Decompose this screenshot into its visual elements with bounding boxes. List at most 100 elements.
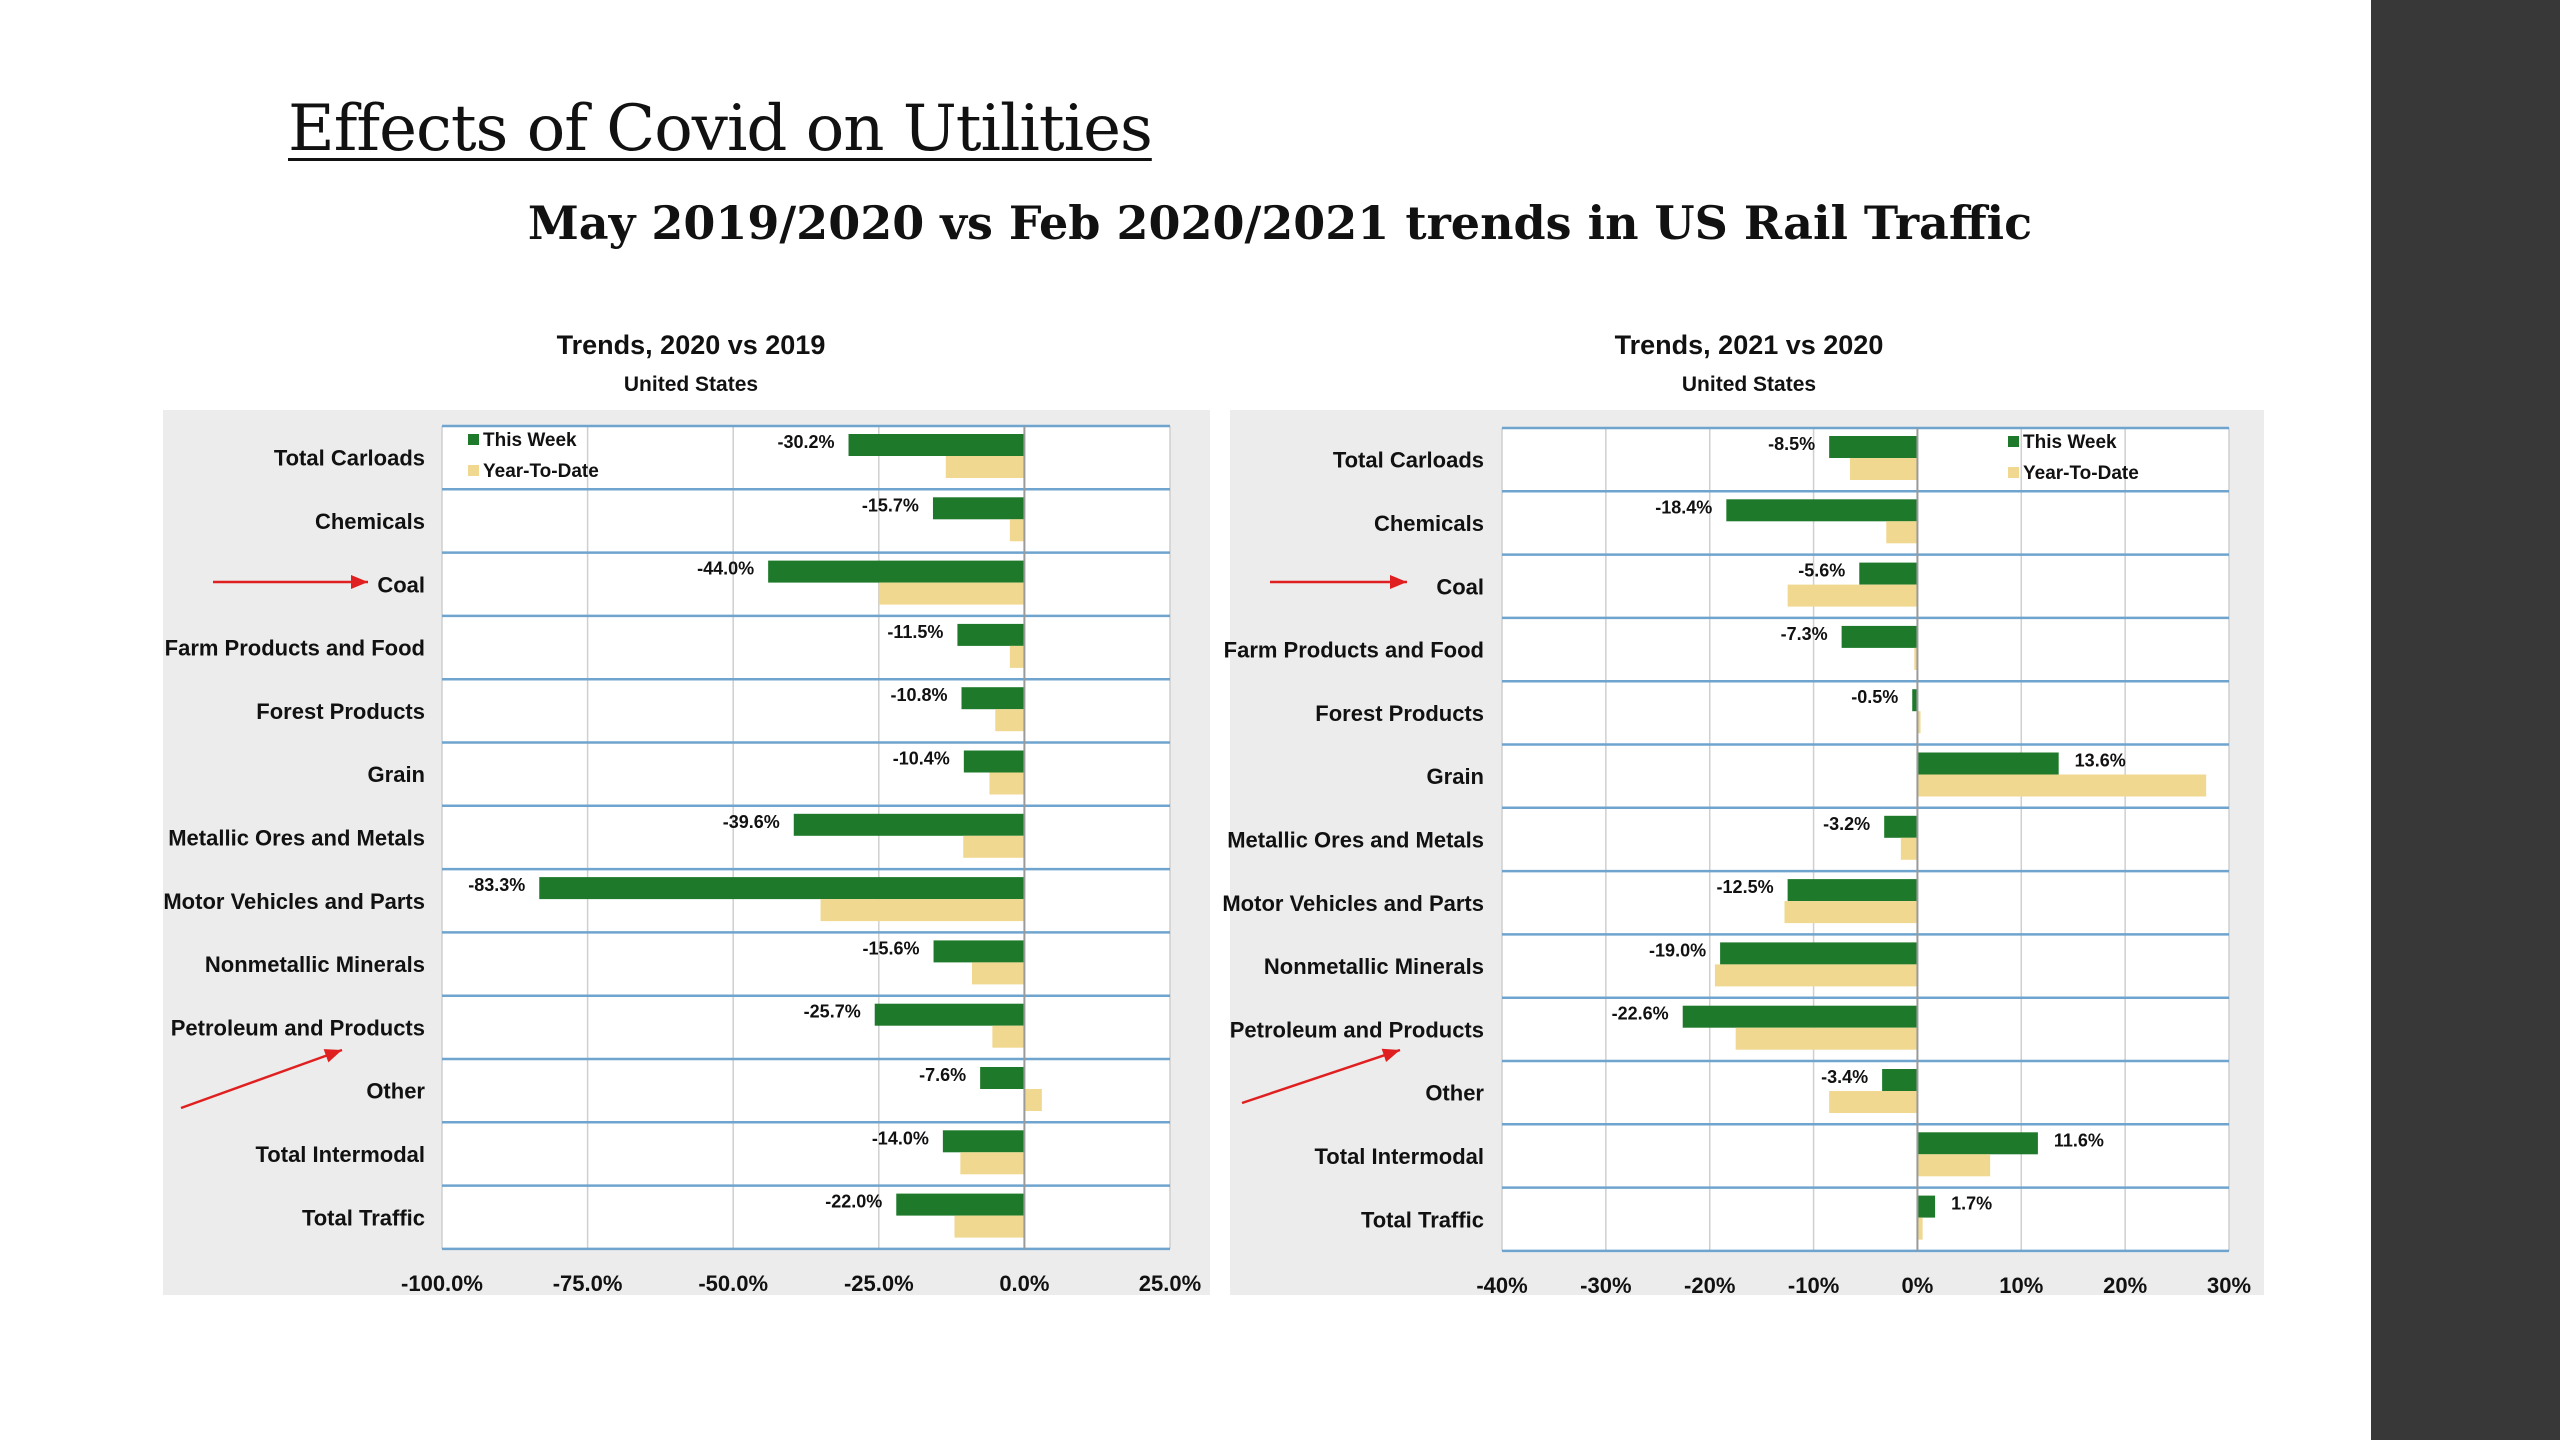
data-label: -18.4% — [1655, 497, 1712, 517]
tick-label: -50.0% — [698, 1271, 768, 1296]
bar-year-to-date — [1886, 521, 1918, 544]
bar-this-week — [963, 750, 1025, 773]
bar-this-week — [1859, 562, 1918, 585]
bar-year-to-date — [1787, 584, 1918, 607]
category-label: Other — [1425, 1081, 1484, 1106]
data-label: -7.3% — [1781, 624, 1828, 644]
bar-year-to-date — [1917, 1154, 1991, 1177]
chart-2020-vs-2019: Trends, 2020 vs 2019 United States Total C… — [163, 330, 1210, 1296]
tick-label: -40% — [1476, 1273, 1527, 1298]
category-label: Other — [366, 1079, 425, 1104]
data-label: -19.0% — [1649, 940, 1706, 960]
bar-year-to-date — [1917, 1217, 1923, 1240]
bar-year-to-date — [989, 772, 1025, 795]
data-label: -15.6% — [862, 938, 919, 958]
bar-this-week — [1882, 1069, 1918, 1091]
chart-title: Trends, 2020 vs 2019 — [557, 330, 826, 360]
category-label: Forest Products — [1315, 701, 1484, 726]
data-label: -83.3% — [468, 875, 525, 895]
legend-label-ytd: Year-To-Date — [2023, 463, 2139, 484]
category-label: Petroleum and Products — [171, 1015, 425, 1040]
slide-subtitle: May 2019/2020 vs Feb 2020/2021 trends in… — [527, 196, 2033, 250]
category-label: Motor Vehicles and Parts — [163, 889, 425, 914]
bar-this-week — [1720, 942, 1918, 965]
bar-this-week — [874, 1003, 1025, 1026]
tick-label: -25.0% — [844, 1271, 914, 1296]
category-label: Total Intermodal — [256, 1142, 426, 1167]
data-label: -30.2% — [777, 432, 834, 452]
bar-this-week — [793, 813, 1025, 836]
data-label: -5.6% — [1798, 561, 1845, 581]
bar-this-week — [1787, 879, 1918, 902]
data-label: -11.5% — [887, 622, 943, 642]
category-label: Coal — [377, 572, 425, 597]
bar-this-week — [957, 623, 1025, 646]
bar-this-week — [1917, 1195, 1936, 1218]
bar-this-week — [1841, 625, 1918, 648]
bar-this-week — [1829, 436, 1918, 458]
tick-label: -10% — [1788, 1273, 1839, 1298]
bar-year-to-date — [1024, 1089, 1042, 1111]
bar-this-week — [1912, 689, 1918, 712]
category-label: Farm Products and Food — [1224, 638, 1484, 663]
bar-year-to-date — [945, 456, 1025, 478]
tick-label: 10% — [1999, 1273, 2043, 1298]
bar-year-to-date — [992, 1025, 1025, 1048]
bar-year-to-date — [878, 582, 1025, 605]
category-label: Forest Products — [256, 699, 425, 724]
data-label: -39.6% — [723, 812, 780, 832]
category-label: Farm Products and Food — [165, 636, 425, 661]
data-label: -15.7% — [862, 495, 919, 515]
data-label: -10.4% — [893, 749, 950, 769]
bar-year-to-date — [1849, 458, 1918, 480]
category-label: Total Carloads — [1333, 448, 1484, 473]
category-label: Total Intermodal — [1315, 1144, 1485, 1169]
presentation-sidebar — [2371, 0, 2560, 1440]
bar-year-to-date — [1714, 964, 1918, 987]
bar-this-week — [961, 687, 1025, 710]
legend-swatch-this-week — [468, 434, 479, 445]
data-label: -12.5% — [1717, 877, 1774, 897]
tick-label: 20% — [2103, 1273, 2147, 1298]
bar-year-to-date — [820, 899, 1025, 922]
legend-label-this-week: This Week — [483, 430, 577, 451]
bar-this-week — [539, 877, 1025, 900]
chart-subtitle: United States — [624, 373, 758, 396]
legend-label-ytd: Year-To-Date — [483, 461, 599, 482]
data-label: -10.8% — [890, 685, 947, 705]
legend-swatch-ytd — [2008, 467, 2019, 478]
bar-this-week — [848, 434, 1025, 456]
bar-year-to-date — [1735, 1027, 1918, 1050]
bar-year-to-date — [995, 709, 1025, 732]
data-label: -44.0% — [697, 559, 754, 579]
chart-subtitle: United States — [1682, 373, 1816, 396]
category-label: Nonmetallic Minerals — [205, 952, 425, 977]
bar-year-to-date — [1829, 1091, 1918, 1113]
bar-this-week — [933, 940, 1025, 963]
data-label: -22.0% — [825, 1192, 882, 1212]
legend-label-this-week: This Week — [2023, 432, 2117, 453]
data-label: -7.6% — [919, 1065, 966, 1085]
bar-this-week — [932, 497, 1025, 520]
tick-label: -30% — [1580, 1273, 1631, 1298]
category-label: Total Traffic — [1361, 1207, 1484, 1232]
legend-swatch-this-week — [2008, 436, 2019, 447]
bar-year-to-date — [963, 835, 1025, 858]
arrow-head — [1381, 1048, 1400, 1063]
category-label: Chemicals — [315, 509, 425, 534]
bar-year-to-date — [1009, 645, 1025, 668]
data-label: -3.4% — [1821, 1067, 1868, 1087]
bar-year-to-date — [1009, 519, 1025, 542]
bar-year-to-date — [1914, 647, 1918, 670]
tick-label: 0% — [1902, 1273, 1934, 1298]
slide-title: Effects of Covid on Utilities — [288, 92, 1153, 166]
category-label: Coal — [1436, 574, 1484, 599]
bar-year-to-date — [960, 1152, 1025, 1175]
arrow-head — [1390, 575, 1407, 589]
bar-year-to-date — [1900, 837, 1918, 860]
category-label: Total Carloads — [274, 446, 425, 471]
tick-label: 0.0% — [999, 1271, 1049, 1296]
bar-year-to-date — [1917, 774, 2207, 797]
bar-year-to-date — [1917, 711, 1921, 734]
category-label: Grain — [368, 762, 425, 787]
